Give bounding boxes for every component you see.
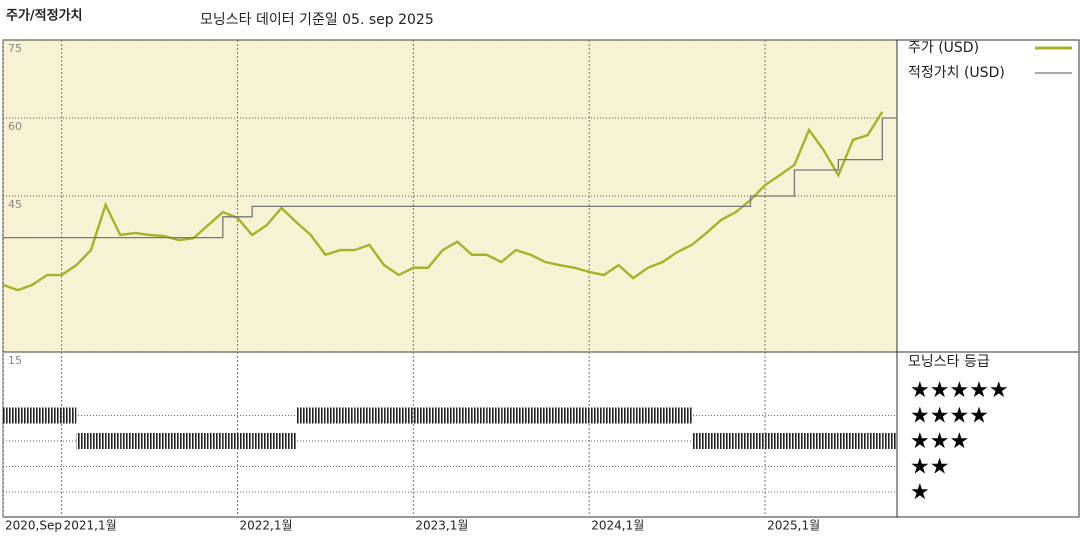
rating-bar	[559, 407, 575, 424]
rating-bar	[178, 433, 194, 449]
rating-bar	[765, 433, 780, 449]
rating-bar	[354, 407, 370, 424]
rating-bar	[706, 433, 722, 449]
rating-bar	[340, 407, 355, 424]
rating-bar	[76, 433, 91, 449]
rating-bar	[823, 433, 839, 449]
rating-bar	[853, 433, 868, 449]
rating-bar	[867, 433, 883, 449]
rating-bar	[662, 407, 678, 424]
x-tick-label: 2020,Sep	[5, 519, 62, 533]
y-tick-label: 45	[8, 198, 22, 211]
rating-bar	[882, 433, 897, 449]
rating-bar	[530, 407, 546, 424]
rating-level-label: ★★★★	[910, 404, 989, 429]
rating-bar	[134, 433, 150, 449]
rating-bar	[222, 433, 238, 449]
rating-bar	[281, 433, 297, 449]
rating-bar	[32, 407, 47, 424]
x-tick-label: 2022,1월	[239, 519, 292, 533]
rating-bar	[90, 433, 106, 449]
rating-bar	[750, 433, 766, 449]
rating-title: 모닝스타 등급	[908, 354, 990, 370]
legend-label: 적정가치 (USD)	[908, 65, 1005, 81]
rating-bar	[266, 433, 282, 449]
x-tick-label: 2021,1월	[64, 519, 117, 533]
rating-bar	[574, 407, 590, 424]
rating-bar	[413, 407, 429, 424]
rating-bar	[120, 433, 135, 449]
rating-bar	[589, 407, 604, 424]
rating-bar	[208, 433, 223, 449]
rating-bar	[237, 433, 253, 449]
rating-bar	[325, 407, 341, 424]
rating-bar	[457, 407, 472, 424]
rating-bar	[252, 433, 267, 449]
rating-bar	[384, 407, 399, 424]
price-line	[2, 111, 884, 292]
rating-bar	[545, 407, 560, 424]
y-tick-label: 15	[8, 354, 22, 367]
rating-bar	[677, 407, 692, 424]
x-tick-label: 2023,1월	[415, 519, 468, 533]
rating-bar	[296, 407, 311, 424]
rating-bar	[838, 433, 854, 449]
rating-bar	[486, 407, 502, 424]
rating-bar	[794, 433, 810, 449]
rating-bar	[501, 407, 516, 424]
rating-bar	[61, 407, 77, 424]
rating-bar	[17, 407, 33, 424]
rating-bar	[3, 407, 18, 424]
rating-bar	[633, 407, 648, 424]
rating-bar	[310, 407, 326, 424]
rating-bar	[721, 433, 736, 449]
rating-bar	[442, 407, 458, 424]
rating-bar	[647, 407, 663, 424]
rating-level-label: ★★★	[910, 429, 969, 454]
rating-bar	[515, 407, 531, 424]
rating-bar	[735, 433, 751, 449]
y-tick-label: 75	[8, 42, 22, 55]
rating-bar	[164, 433, 179, 449]
rating-bar	[809, 433, 824, 449]
rating-level-label: ★	[910, 480, 930, 505]
rating-bar	[149, 433, 165, 449]
rating-bar	[46, 407, 62, 424]
y-tick-label: 60	[8, 120, 22, 133]
chart-subtitle: 모닝스타 데이터 기준일 05. sep 2025	[200, 12, 434, 28]
rating-bar	[105, 433, 121, 449]
legend-label: 주가 (USD)	[908, 40, 979, 56]
rating-bar	[428, 407, 443, 424]
rating-bar	[618, 407, 634, 424]
chart-title: 주가/적정가치	[6, 8, 83, 24]
rating-bar	[779, 433, 795, 449]
x-tick-label: 2024,1월	[591, 519, 644, 533]
rating-bar	[369, 407, 385, 424]
rating-bar	[691, 433, 707, 449]
rating-bar	[193, 433, 209, 449]
x-tick-label: 2025,1월	[767, 519, 820, 533]
rating-bar	[603, 407, 619, 424]
rating-level-label: ★★	[910, 455, 949, 480]
rating-level-label: ★★★★★	[910, 378, 1009, 403]
rating-bar	[471, 407, 487, 424]
rating-bar	[398, 407, 414, 424]
fair-value-line	[3, 117, 897, 239]
